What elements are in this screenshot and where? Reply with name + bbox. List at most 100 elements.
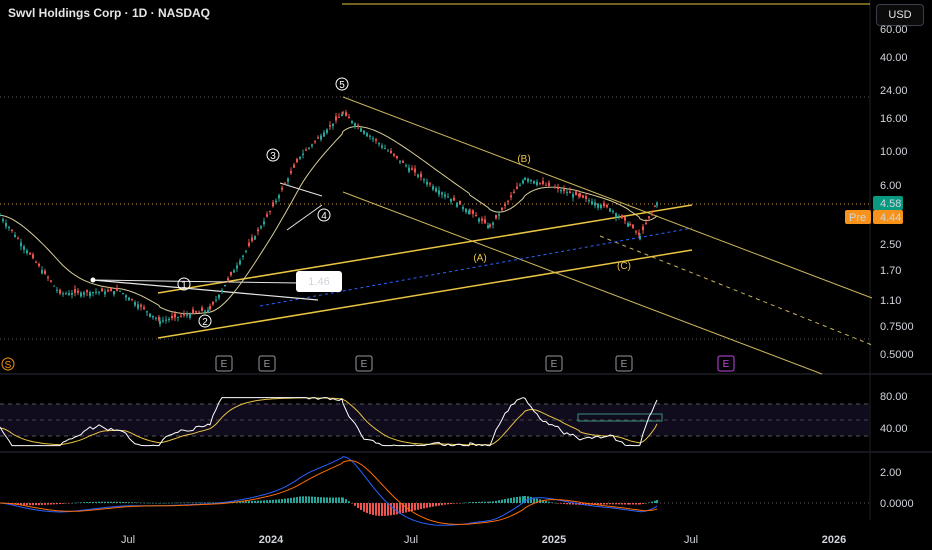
macd-bar — [41, 503, 43, 505]
candle — [384, 148, 386, 150]
candle — [113, 291, 115, 295]
candle — [475, 214, 477, 217]
macd-bar — [481, 501, 483, 503]
candle — [59, 289, 61, 294]
macd-bar — [563, 503, 565, 505]
macd-bar — [575, 503, 577, 505]
candle — [651, 211, 653, 213]
macd-bar — [489, 501, 491, 503]
macd-bar — [478, 501, 480, 503]
macd-bar — [29, 503, 31, 506]
candle — [557, 186, 559, 190]
white-line[interactable] — [92, 279, 301, 284]
macd-bar — [128, 502, 130, 503]
candle — [272, 202, 274, 207]
price-tick: 1.70 — [880, 265, 901, 277]
time-tick: Jul — [121, 534, 135, 546]
candle — [215, 299, 217, 301]
svg-text:2: 2 — [202, 317, 208, 328]
earnings-marker[interactable]: E — [615, 355, 633, 372]
macd-bar — [645, 503, 647, 504]
candle — [311, 144, 313, 147]
macd-bar — [585, 503, 587, 505]
candle — [317, 137, 319, 139]
earnings-marker[interactable]: E — [215, 355, 233, 372]
candle — [527, 178, 529, 182]
candle — [26, 250, 28, 253]
trendline-lower[interactable] — [157, 249, 693, 339]
candle — [0, 215, 1, 217]
earnings-marker-upcoming[interactable]: E — [717, 355, 735, 372]
macd-bar — [450, 503, 452, 504]
macd-bar — [542, 500, 544, 503]
earnings-marker[interactable]: E — [545, 355, 563, 372]
dashed-blue-line[interactable] — [259, 227, 693, 307]
measure-box[interactable] — [296, 271, 342, 292]
candle — [402, 161, 404, 163]
price-tick: 40.00 — [880, 52, 908, 64]
macd-bar — [459, 503, 461, 504]
candle — [165, 319, 167, 321]
currency-button[interactable]: USD — [876, 4, 924, 26]
svg-text:5: 5 — [339, 80, 345, 91]
macd-bar — [143, 502, 145, 504]
macd-bar — [308, 496, 310, 503]
candle — [140, 304, 142, 307]
macd-bar — [189, 502, 191, 504]
candle — [432, 186, 434, 190]
candle — [426, 181, 428, 185]
macd-bar — [92, 501, 94, 503]
candle — [68, 293, 70, 296]
macd-bar — [23, 503, 25, 506]
white-line[interactable] — [279, 182, 323, 197]
channel-upper[interactable] — [342, 96, 873, 299]
svg-text:E: E — [621, 359, 628, 370]
anchor-dot[interactable] — [90, 277, 96, 283]
macd-bar — [95, 501, 97, 503]
macd-bar — [275, 499, 277, 503]
macd-bar — [131, 502, 133, 503]
macd-bar — [390, 503, 392, 516]
candle — [5, 223, 7, 227]
macd-bar — [345, 499, 347, 503]
candle — [162, 320, 164, 322]
rsi-box[interactable] — [577, 413, 663, 422]
price-tick: 10.00 — [880, 146, 908, 158]
macd-bar — [152, 502, 154, 504]
candle — [296, 158, 298, 163]
candle — [308, 147, 310, 149]
macd-bar — [572, 503, 574, 505]
candle — [183, 313, 185, 316]
candle — [65, 293, 67, 295]
candle — [159, 321, 161, 325]
macd-bar — [140, 502, 142, 504]
channel-mid[interactable] — [599, 235, 873, 346]
macd-bar — [209, 502, 211, 504]
macd-bar — [80, 502, 82, 503]
candle — [597, 203, 599, 208]
candle — [332, 123, 334, 127]
candle — [600, 204, 602, 208]
white-line[interactable] — [286, 204, 323, 231]
earnings-marker[interactable]: E — [355, 355, 373, 372]
macd-bar — [47, 503, 49, 505]
candle — [174, 313, 176, 318]
channel-lower[interactable] — [342, 191, 823, 375]
candle — [351, 120, 353, 123]
macd-bar — [207, 502, 209, 503]
trendline-upper[interactable] — [157, 204, 693, 294]
white-line[interactable] — [92, 279, 319, 301]
candles[interactable] — [0, 109, 658, 327]
macd-bar — [516, 496, 518, 503]
macd-bar — [332, 497, 334, 503]
macd-bar — [606, 503, 608, 505]
wave-label-4: 4 — [317, 208, 331, 222]
last-price: 4.58 — [880, 198, 901, 210]
s-marker[interactable] — [1, 357, 15, 371]
macd-bar — [56, 503, 58, 505]
candle — [615, 213, 617, 218]
earnings-marker[interactable]: E — [258, 355, 276, 372]
macd-bar — [125, 502, 127, 503]
candle — [44, 270, 46, 274]
